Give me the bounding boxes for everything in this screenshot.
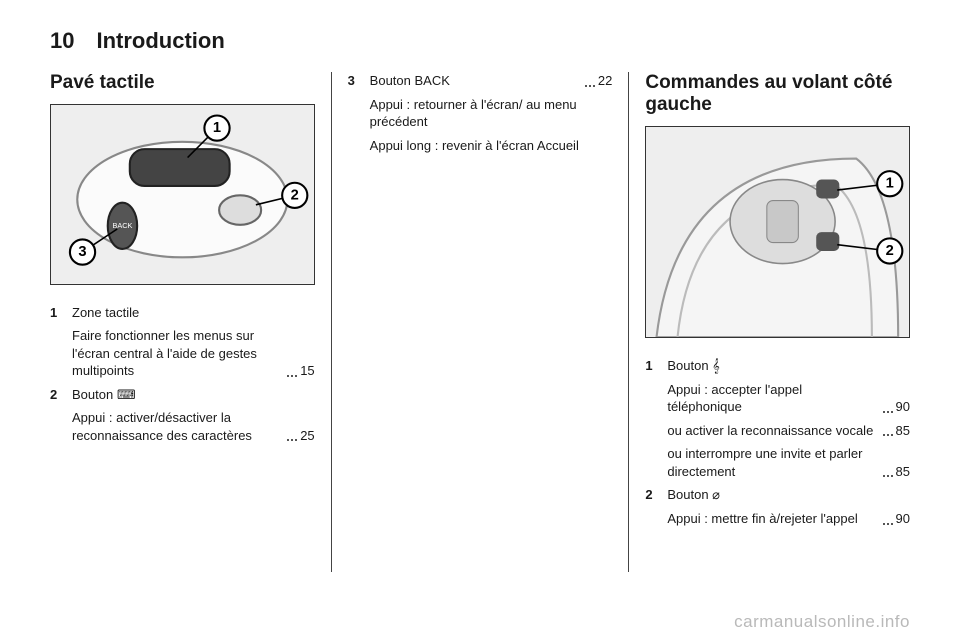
steering-figure: 1 2 [645, 126, 910, 338]
steering-heading: Commandes au volant côté gauche [645, 72, 910, 116]
page-ref: 90 [896, 398, 910, 416]
item-label: Bouton 𝄞 [667, 357, 910, 375]
item-desc: Appui : accepter l'appel téléphonique [667, 381, 879, 416]
svg-text:3: 3 [78, 244, 86, 260]
item-desc: Appui : retourner à l'écran/ au menu pré… [370, 96, 613, 131]
page-ref: 90 [896, 510, 910, 528]
manual-page: 10 Introduction Pavé tactile BACK 1 [0, 0, 960, 642]
leader-dots [883, 411, 893, 413]
page-ref: 15 [300, 362, 314, 380]
section-title: Introduction [96, 28, 224, 54]
leader-dots [883, 523, 893, 525]
page-number: 10 [50, 28, 74, 54]
item-desc: ou activer la reconnaissance vocale [667, 422, 879, 440]
list-item: 1 Zone tactile Faire fonctionner les men… [50, 304, 315, 380]
page-ref: 85 [896, 422, 910, 440]
touchpad-heading: Pavé tactile [50, 72, 315, 94]
item-label: Bouton ⌨ [72, 386, 315, 404]
content-columns: Pavé tactile BACK 1 2 [50, 72, 910, 572]
column-3: Commandes au volant côté gauche 1 [629, 72, 910, 572]
item-label: Zone tactile [72, 304, 315, 322]
touchpad-figure: BACK 1 2 3 [50, 104, 315, 285]
item-number: 3 [348, 72, 360, 154]
item-desc: Appui : mettre fin à/rejeter l'appel [667, 510, 879, 528]
item-number: 1 [645, 357, 657, 480]
item-label: Bouton BACK [370, 72, 582, 90]
svg-text:1: 1 [886, 176, 894, 192]
leader-dots [883, 434, 893, 436]
item-label: Bouton ⌀ [667, 486, 910, 504]
page-ref: 22 [598, 72, 612, 90]
list-item: 2 Bouton ⌀ Appui : mettre fin à/rejeter … [645, 486, 910, 527]
svg-text:2: 2 [291, 187, 299, 203]
svg-text:1: 1 [213, 120, 221, 136]
list-item: 1 Bouton 𝄞 Appui : accepter l'appel télé… [645, 357, 910, 480]
column-2: 3 Bouton BACK 22 Appui : retourner à l'é… [332, 72, 630, 572]
leader-dots [287, 375, 297, 377]
list-item: 2 Bouton ⌨ Appui : activer/désactiver la… [50, 386, 315, 445]
svg-text:BACK: BACK [112, 221, 132, 230]
item-desc: Faire fonctionner les menus sur l'écran … [72, 327, 284, 380]
page-ref: 85 [896, 463, 910, 481]
item-number: 2 [50, 386, 62, 445]
list-item: 3 Bouton BACK 22 Appui : retourner à l'é… [348, 72, 613, 154]
page-header: 10 Introduction [50, 28, 910, 54]
column-1: Pavé tactile BACK 1 2 [50, 72, 332, 572]
svg-text:2: 2 [886, 243, 894, 259]
watermark: carmanualsonline.info [734, 612, 910, 632]
item-desc: Appui long : revenir à l'écran Accueil [370, 137, 613, 155]
leader-dots [883, 475, 893, 477]
item-number: 1 [50, 304, 62, 380]
item-desc: Appui : activer/désactiver la reconnaiss… [72, 409, 284, 444]
leader-dots [585, 85, 595, 87]
page-ref: 25 [300, 427, 314, 445]
item-desc: ou interrompre une invite et parler dire… [667, 445, 879, 480]
leader-dots [287, 439, 297, 441]
item-number: 2 [645, 486, 657, 527]
